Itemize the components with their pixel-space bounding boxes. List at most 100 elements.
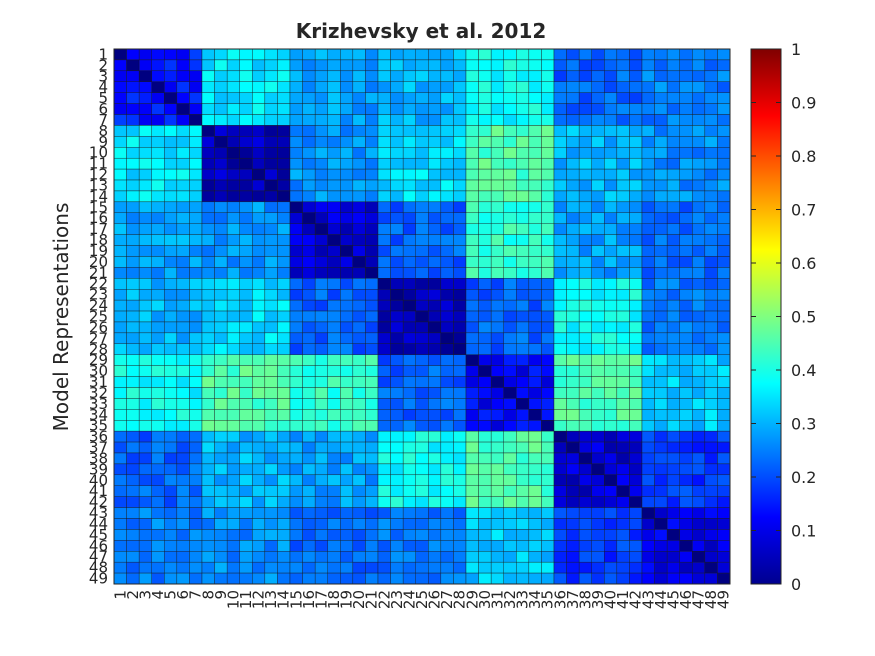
heatmap-cell (591, 485, 605, 497)
heatmap-cell (415, 430, 429, 443)
heatmap-cell (314, 376, 328, 388)
heatmap-cell (252, 529, 266, 541)
heatmap-cell (352, 267, 366, 279)
heatmap-cell (604, 103, 618, 115)
y-tick-label: 35 (89, 417, 108, 435)
heatmap-cell (252, 59, 266, 72)
heatmap-cell (428, 354, 442, 366)
heatmap-cell (239, 245, 253, 257)
heatmap-cell (365, 256, 379, 268)
heatmap-cell (314, 409, 328, 421)
heatmap-cell (704, 507, 718, 519)
heatmap-cell (679, 136, 693, 148)
heatmap-cell (415, 310, 429, 323)
heatmap-cell (692, 256, 706, 268)
heatmap-cell (126, 343, 140, 355)
heatmap-cell (302, 409, 316, 421)
heatmap-cell (176, 81, 190, 93)
heatmap-cell (428, 463, 442, 476)
heatmap-cell (377, 310, 391, 323)
heatmap-cell (264, 179, 278, 192)
heatmap-cell (578, 507, 592, 519)
heatmap-cell (226, 561, 240, 574)
heatmap-cell (164, 496, 178, 508)
heatmap-cell (289, 474, 303, 486)
heatmap-cell (465, 256, 479, 268)
heatmap-cell (138, 518, 152, 530)
heatmap-cell (629, 256, 643, 268)
heatmap-cell (591, 278, 605, 290)
heatmap-cell (490, 529, 504, 541)
heatmap-cell (340, 201, 354, 213)
heatmap-cell (201, 223, 215, 235)
heatmap-cell (327, 114, 341, 126)
heatmap-cell (578, 179, 592, 192)
heatmap-cell (553, 572, 567, 585)
heatmap-cell (151, 179, 165, 192)
heatmap-cell (252, 168, 266, 181)
heatmap-cell (428, 92, 442, 104)
heatmap-cell (616, 190, 630, 203)
heatmap-cell (566, 572, 580, 585)
heatmap-cell (453, 157, 467, 170)
heatmap-cell (415, 365, 429, 377)
heatmap-cell (566, 289, 580, 301)
heatmap-cell (428, 343, 442, 355)
heatmap-cell (214, 496, 228, 508)
heatmap-cell (377, 518, 391, 530)
heatmap-cell (252, 409, 266, 421)
heatmap-cell (365, 540, 379, 552)
heatmap-cell (616, 551, 630, 563)
heatmap-cell (214, 59, 228, 72)
heatmap-cell (528, 201, 542, 213)
heatmap-cell (465, 48, 479, 61)
heatmap-cell (478, 212, 492, 224)
heatmap-cell (327, 136, 341, 148)
heatmap-cell (352, 103, 366, 115)
heatmap-cell (340, 168, 354, 181)
heatmap-cell (629, 321, 643, 334)
heatmap-cell (503, 70, 517, 82)
heatmap-cell (252, 114, 266, 126)
heatmap-cell (239, 201, 253, 213)
heatmap-cell (654, 278, 668, 290)
heatmap-cell (314, 343, 328, 355)
heatmap-cell (365, 452, 379, 465)
y-tick-label: 1 (98, 45, 108, 63)
heatmap-cell (415, 398, 429, 410)
heatmap-cell (516, 420, 530, 432)
heatmap-cell (314, 398, 328, 410)
heatmap-cell (113, 496, 127, 508)
heatmap-cell (352, 70, 366, 82)
heatmap-cell (604, 223, 618, 235)
heatmap-cell (239, 551, 253, 563)
heatmap-cell (641, 179, 655, 192)
heatmap-cell (415, 540, 429, 552)
colorbar-tick-label: 0.8 (791, 147, 816, 166)
heatmap-cell (377, 485, 391, 497)
heatmap-cell (679, 278, 693, 290)
heatmap-cell (566, 452, 580, 465)
heatmap-cell (113, 441, 127, 454)
heatmap-cell (478, 420, 492, 432)
heatmap-cell (528, 310, 542, 323)
heatmap-cell (365, 125, 379, 137)
heatmap-cell (666, 485, 680, 497)
heatmap-cell (151, 267, 165, 279)
heatmap-cell (151, 81, 165, 93)
heatmap-cell (189, 289, 203, 301)
heatmap-cell (666, 474, 680, 486)
x-tick-label: 40 (602, 590, 620, 609)
heatmap-cell (704, 463, 718, 476)
heatmap-cell (516, 223, 530, 235)
heatmap-cell (277, 223, 291, 235)
heatmap-cell (453, 267, 467, 279)
heatmap-cell (553, 376, 567, 388)
heatmap-cell (666, 256, 680, 268)
heatmap-cell (214, 474, 228, 486)
heatmap-cell (528, 256, 542, 268)
heatmap-cell (390, 332, 404, 345)
heatmap-cell (176, 114, 190, 126)
heatmap-cell (578, 245, 592, 257)
